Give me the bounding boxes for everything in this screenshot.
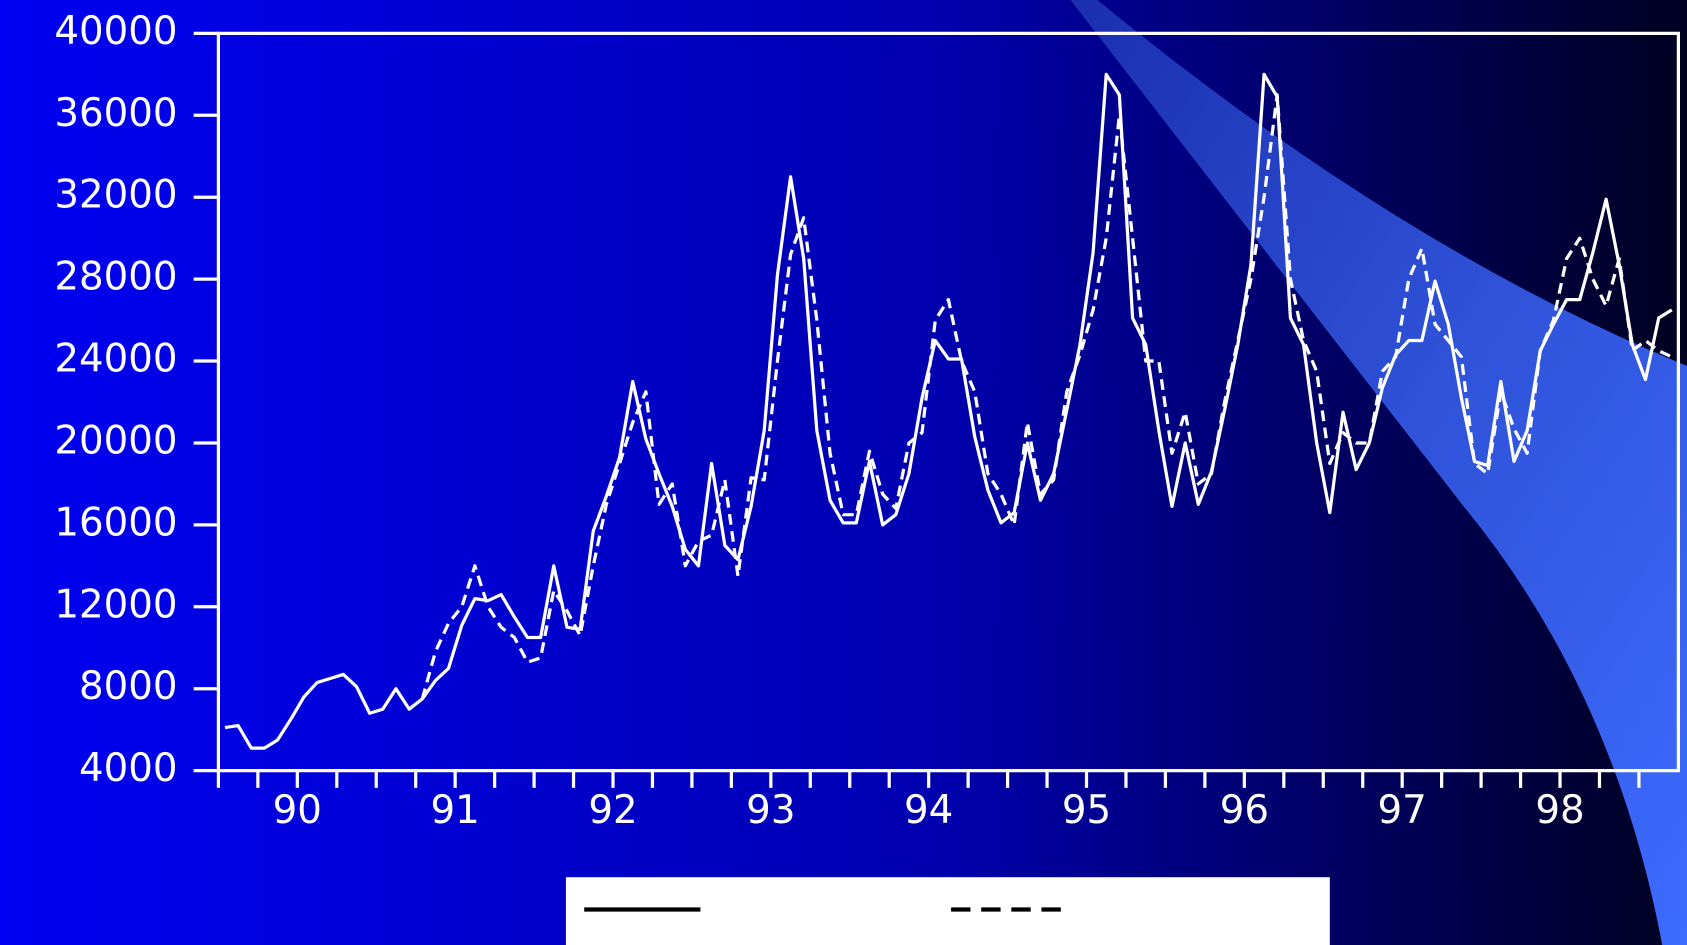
x-tick-label: 94 xyxy=(904,788,953,833)
chart: 4000 8000 12000 16000 20000 24000 28000 32000 36… xyxy=(0,0,1687,945)
x-tick-label: 96 xyxy=(1220,788,1269,833)
x-tick-label: 95 xyxy=(1062,788,1111,833)
y-tick-label: 20000 xyxy=(54,418,177,463)
page: {"chart_data": {"type": "line", "categor… xyxy=(0,0,1687,945)
x-tick-label: 92 xyxy=(588,788,637,833)
y-tick-label: 8000 xyxy=(79,664,178,709)
y-tick-label: 32000 xyxy=(54,173,177,218)
y-tick-label: 36000 xyxy=(54,91,177,136)
background xyxy=(0,0,1687,945)
x-tick-label: 93 xyxy=(746,788,795,833)
y-tick-label: 40000 xyxy=(54,9,177,54)
y-tick-label: 28000 xyxy=(54,255,177,300)
x-tick-label: 91 xyxy=(431,788,480,833)
y-tick-label: 24000 xyxy=(54,337,177,382)
y-tick-label: 16000 xyxy=(54,500,177,545)
y-tick-label: 12000 xyxy=(54,582,177,627)
y-tick-label: 4000 xyxy=(79,746,178,791)
x-tick-label: 97 xyxy=(1378,788,1427,833)
x-tick-label: 90 xyxy=(273,788,322,833)
x-tick-label: 98 xyxy=(1535,788,1584,833)
